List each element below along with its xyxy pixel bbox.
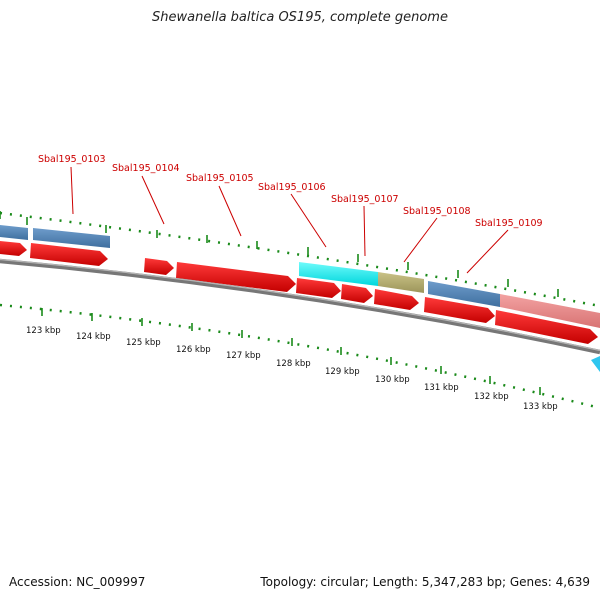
kbp-label: 133 kbp (523, 402, 558, 412)
gene-label[interactable]: Sbal195_0105 (186, 173, 254, 184)
cds-arrow[interactable] (341, 284, 373, 303)
kbp-label: 129 kbp (325, 367, 360, 377)
gene-labels: Sbal195_0103 Sbal195_0104 Sbal195_0105 S… (38, 154, 543, 229)
kbp-label: 132 kbp (474, 392, 509, 402)
outer-tick-track (0, 211, 600, 308)
kbp-label: 123 kbp (26, 326, 61, 336)
cds-arrow[interactable] (495, 310, 598, 344)
gene-label[interactable]: Sbal195_0106 (258, 182, 326, 193)
gene-callouts (70, 166, 509, 274)
genome-title: Shewanella baltica OS195, complete genom… (152, 10, 448, 25)
cds-arrow[interactable] (424, 297, 495, 323)
cds-arrow[interactable] (0, 241, 27, 256)
cds-arrow[interactable] (176, 262, 296, 292)
genome-summary: Topology: circular; Length: 5,347,283 bp… (260, 575, 590, 589)
gene-blue-0108[interactable] (428, 281, 500, 307)
kbp-label: 130 kbp (375, 375, 410, 385)
cds-arrow[interactable] (374, 289, 419, 310)
gene-row-upper (0, 225, 600, 328)
cds-forward-row (0, 241, 598, 344)
inner-scale-track (0, 303, 600, 410)
genome-backbone (0, 258, 600, 355)
gene-label[interactable]: Sbal195_0107 (331, 194, 399, 205)
kbp-labels: 123 kbp 124 kbp 125 kbp 126 kbp 127 kbp … (26, 326, 558, 412)
kbp-label: 125 kbp (126, 338, 161, 348)
cds-arrow[interactable] (144, 258, 174, 275)
gene-cyan-0106[interactable] (299, 262, 378, 286)
gene-blue-0103[interactable] (33, 228, 110, 248)
kbp-label: 131 kbp (424, 383, 459, 393)
gene-label[interactable]: Sbal195_0103 (38, 154, 106, 165)
feature-marker[interactable] (591, 356, 600, 372)
gene-blue-0102[interactable] (0, 225, 28, 240)
kbp-label: 124 kbp (76, 332, 111, 342)
cds-arrow[interactable] (30, 243, 108, 266)
gene-olive-0107[interactable] (378, 272, 424, 293)
kbp-label: 128 kbp (276, 359, 311, 369)
gene-pink-0109[interactable] (500, 294, 600, 328)
gene-label[interactable]: Sbal195_0109 (475, 218, 543, 229)
gene-label[interactable]: Sbal195_0104 (112, 163, 180, 174)
gene-label[interactable]: Sbal195_0108 (403, 206, 471, 217)
kbp-label: 126 kbp (176, 345, 211, 355)
kbp-label: 127 kbp (226, 351, 261, 361)
cds-arrow[interactable] (296, 278, 341, 298)
accession-label: Accession: NC_009997 (9, 575, 146, 589)
